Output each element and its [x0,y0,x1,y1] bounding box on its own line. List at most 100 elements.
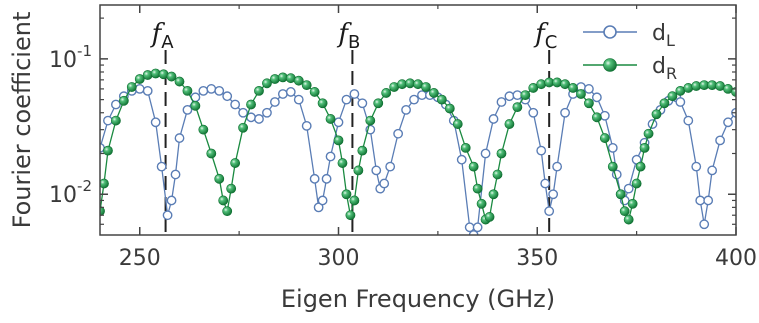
data-point-dL [301,120,312,131]
data-point-dR [683,83,694,93]
data-point-dR [182,85,193,96]
y-axis-title: Fourier coefficient [8,12,36,229]
data-point-dL [675,97,686,107]
data-point-dL [691,161,702,172]
data-point-dL [703,195,714,206]
data-point-dR [536,79,547,90]
frequency-marker-labels: fA fB fC [150,19,558,53]
x-tick-label: 300 [318,246,360,271]
data-point-dR [615,189,626,200]
data-point-dL [317,195,328,206]
data-point-dL [371,165,382,176]
legend-label-l: dL [652,21,675,50]
data-point-dR [293,75,304,86]
series-layer [100,68,736,235]
data-point-dL [198,85,209,96]
data-point-dR [452,119,463,129]
data-point-dR [488,189,499,200]
data-point-dR [226,183,237,194]
data-point-dR [373,98,384,109]
data-point-dR [357,145,368,156]
data-point-dR [635,161,646,172]
marker-label-c: fC [533,19,557,53]
data-point-dL [695,195,706,206]
data-point-dR [659,98,670,109]
data-point-dL [277,89,288,99]
x-tick-label: 250 [119,246,161,271]
data-point-dL [540,178,551,189]
data-point-dL [111,99,121,110]
data-point-dL [417,90,427,100]
data-point-dL [544,206,555,217]
data-point-dL [293,94,304,105]
data-point-dR [246,99,256,110]
legend-marker-l [603,25,617,39]
data-point-dL [393,128,404,139]
data-point-dL [699,219,710,230]
data-point-dL [584,84,594,94]
data-point-dR [576,89,586,99]
data-point-dL [222,91,233,102]
legend-marker-r [603,58,617,72]
data-point-dL [134,84,145,94]
x-axis-title: Eigen Frequency (GHz) [281,285,555,313]
marker-label-b: fB [336,19,360,53]
data-point-dR [190,100,201,111]
data-point-dR [584,98,594,109]
data-point-dR [301,80,312,91]
data-point-dL [170,169,181,180]
data-point-dL [504,91,515,102]
data-point-dL [379,178,390,189]
data-point-dR [643,128,654,139]
data-point-dL [142,85,153,96]
data-point-dR [100,178,109,189]
data-point-dL [182,104,193,115]
data-point-dL [162,210,173,221]
data-point-dL [254,114,264,124]
data-point-dR [142,70,153,80]
data-point-dL [468,230,479,235]
data-point-dR [520,90,531,100]
data-point-dR [214,173,225,184]
legend: dL dR [583,21,677,83]
data-point-dL [552,161,563,172]
data-point-dL [409,94,419,105]
data-point-dL [548,189,559,200]
legend-label-r: dR [652,54,677,83]
data-point-dL [174,133,185,143]
data-point-dR [166,71,177,82]
data-point-dR [436,94,447,105]
data-point-dL [401,104,411,115]
data-point-dL [723,117,733,128]
data-point-dR [421,82,431,92]
data-point-dR [468,161,479,172]
data-point-dL [262,107,272,118]
data-point-dR [134,74,145,84]
data-point-dL [206,84,217,94]
data-point-dR [552,77,563,88]
marker-label-a: fA [150,19,175,53]
data-point-dR [460,142,471,153]
data-point-dR [599,133,610,143]
data-point-dR [428,88,439,98]
data-point-dL [715,135,725,146]
data-point-dL [385,161,396,172]
data-point-dR [103,145,113,156]
data-point-dR [528,83,539,93]
data-point-dL [309,173,320,184]
data-point-dL [325,151,336,162]
data-point-dL [683,115,694,126]
data-point-dR [492,169,503,180]
data-point-dL [591,92,602,103]
data-point-dR [345,210,356,221]
axis-ticks: 250 300 350 400 10-2 10-1 [49,5,757,271]
data-point-dL [599,110,610,121]
data-point-dL [480,148,491,159]
data-point-dL [472,222,483,233]
data-point-dR [504,119,515,129]
data-point-dR [341,189,352,200]
data-point-dL [341,94,352,105]
x-tick-label: 350 [516,246,558,271]
data-point-dR [218,195,229,206]
data-point-dR [126,82,137,92]
